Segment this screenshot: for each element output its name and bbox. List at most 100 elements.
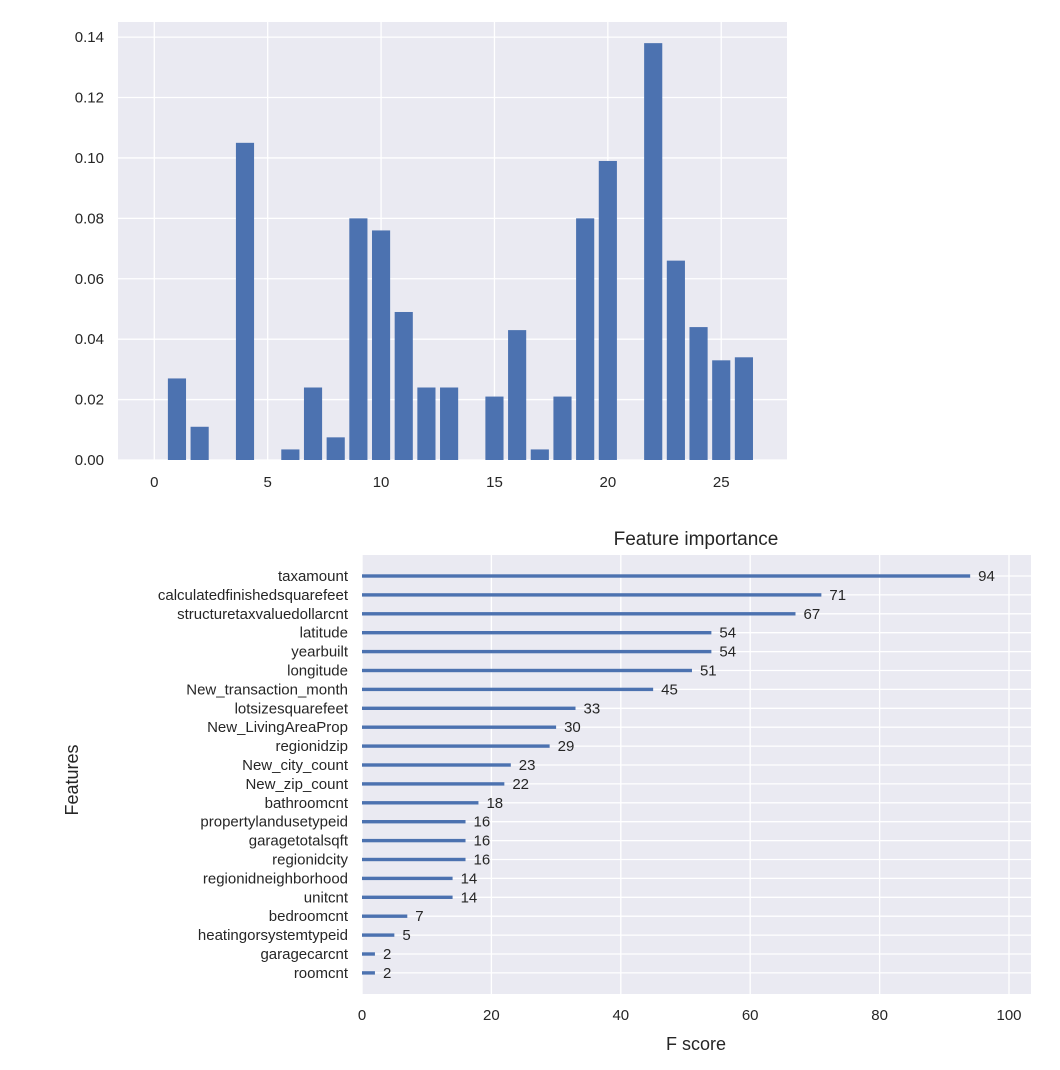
x-tick-label: 10 [373,474,390,491]
feature-label: New_transaction_month [186,681,348,698]
x-axis-label: F score [666,1034,726,1054]
value-label: 71 [829,587,846,604]
feature-label: New_city_count [242,757,349,774]
bar [235,142,255,461]
bar [362,687,654,692]
value-label: 22 [512,776,529,793]
bar [712,360,731,460]
x-tick-label: 5 [264,474,272,491]
bar [689,327,708,460]
x-tick-labels: 0 20 40 60 80 100 [358,1007,1022,1024]
bar [734,357,753,460]
feature-label: heatingorsystemtypeid [198,927,348,944]
bar [371,230,391,460]
y-tick-label: 0.08 [75,210,104,227]
x-tick-labels: 0 5 10 15 20 25 [150,474,729,491]
y-tick-label: 0.14 [75,29,104,46]
y-tick-label: 0.12 [75,90,104,107]
value-label: 29 [558,738,575,755]
feature-label: regionidzip [275,738,348,755]
y-tick-label: 0.02 [75,392,104,409]
bar [553,396,572,460]
bar [362,876,453,881]
bar [417,387,436,460]
bar [362,801,479,805]
x-tick-label: 80 [871,1007,888,1024]
x-tick-label: 20 [600,474,617,491]
bars [167,43,753,461]
feature-label: lotsizesquarefeet [235,700,349,717]
value-label: 33 [584,700,601,717]
value-label: 30 [564,719,581,736]
x-tick-label: 0 [150,474,158,491]
value-label: 5 [402,927,410,944]
bar [362,668,692,673]
bar [190,426,209,460]
y-tick-labels: taxamount calculatedfinishedsquarefeet str… [158,568,349,982]
value-label: 14 [461,889,478,906]
bar [362,782,505,786]
y-axis-label: Features [62,744,82,815]
bar [362,971,375,975]
feature-label: latitude [300,625,348,642]
feature-label: regionidcity [272,852,348,869]
feature-label: regionidneighborhood [203,870,348,887]
bar [485,396,504,460]
bar [362,914,408,918]
bars [362,574,971,975]
bar [440,387,459,460]
feature-label: garagecarcnt [260,946,348,963]
bar [530,449,549,460]
chart-title: Feature importance [614,529,779,550]
value-label: 18 [486,795,503,812]
bar [362,763,511,767]
value-label: 16 [474,833,491,850]
bar [362,631,712,635]
x-tick-label: 100 [996,1007,1021,1024]
x-tick-label: 40 [612,1007,629,1024]
value-label: 2 [383,946,391,963]
bar [666,260,685,460]
bar [644,43,663,460]
feature-label: yearbuilt [291,644,349,661]
bar [167,378,187,460]
y-tick-label: 0.04 [75,331,104,348]
bar [362,649,712,654]
bar [598,160,617,460]
y-tick-label: 0.06 [75,271,104,288]
feature-label: unitcnt [304,889,349,906]
feature-label: New_LivingAreaProp [207,719,348,736]
bar-chart-top: 0.00 0.02 0.04 0.06 0.08 0.10 0.12 0.14 0 5 10 15 2… [75,22,787,491]
feature-label: bedroomcnt [269,908,349,925]
feature-label: bathroomcnt [265,795,349,812]
bar [508,330,527,460]
value-label: 23 [519,757,536,774]
value-label: 45 [661,681,678,698]
bar [362,706,576,710]
value-label: 94 [978,568,995,585]
bar [362,952,375,956]
x-tick-label: 15 [486,474,503,491]
value-label: 67 [803,606,820,623]
feature-label: New_zip_count [245,776,348,793]
bar [576,218,595,460]
feature-label: propertylandusetypeid [200,814,348,831]
feature-label: longitude [287,663,348,680]
x-tick-label: 20 [483,1007,500,1024]
x-tick-label: 60 [742,1007,759,1024]
bar [362,895,453,899]
value-label: 54 [719,625,736,642]
bar [394,311,413,460]
bar [349,218,368,460]
feature-label: calculatedfinishedsquarefeet [158,587,349,604]
bar [362,857,466,862]
value-label: 51 [700,663,717,680]
value-label: 54 [719,644,736,661]
y-tick-labels: 0.00 0.02 0.04 0.06 0.08 0.10 0.12 0.14 [75,29,104,469]
value-label: 16 [474,814,491,831]
bar [326,437,345,460]
value-label: 14 [461,870,478,887]
bar [362,933,395,937]
y-tick-label: 0.10 [75,150,104,167]
